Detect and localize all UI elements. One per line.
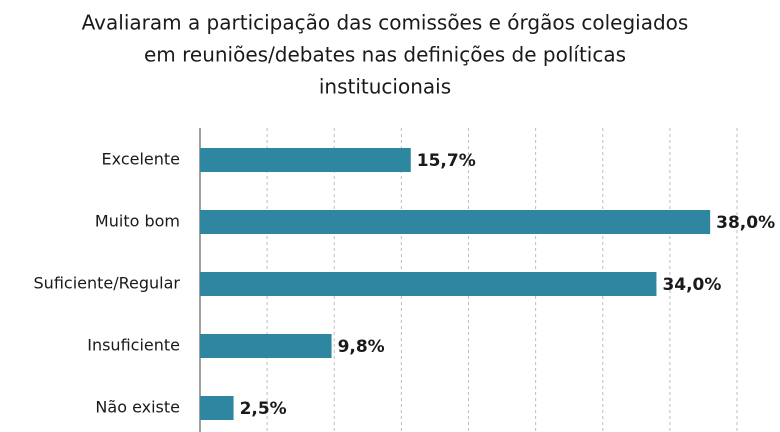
chart-title: em reuniões/debates nas definições de po… (144, 43, 626, 67)
value-label: 34,0% (662, 275, 721, 295)
bar (200, 210, 711, 234)
chart-title: Avaliaram a participação das comissões e… (82, 11, 689, 35)
value-label: 9,8% (338, 337, 385, 357)
chart-title: institucionais (319, 75, 451, 99)
y-tick-label: Muito bom (95, 212, 180, 231)
bar (200, 272, 657, 296)
bar (200, 334, 332, 358)
y-tick-label: Não existe (95, 398, 180, 417)
value-label: 38,0% (716, 213, 775, 233)
y-tick-label: Insuficiente (87, 336, 180, 355)
y-tick-label: Excelente (102, 150, 180, 169)
value-label: 2,5% (240, 399, 287, 419)
value-label: 15,7% (417, 151, 476, 171)
bar (200, 148, 411, 172)
y-tick-label: Suficiente/Regular (34, 274, 181, 293)
bar (200, 396, 234, 420)
